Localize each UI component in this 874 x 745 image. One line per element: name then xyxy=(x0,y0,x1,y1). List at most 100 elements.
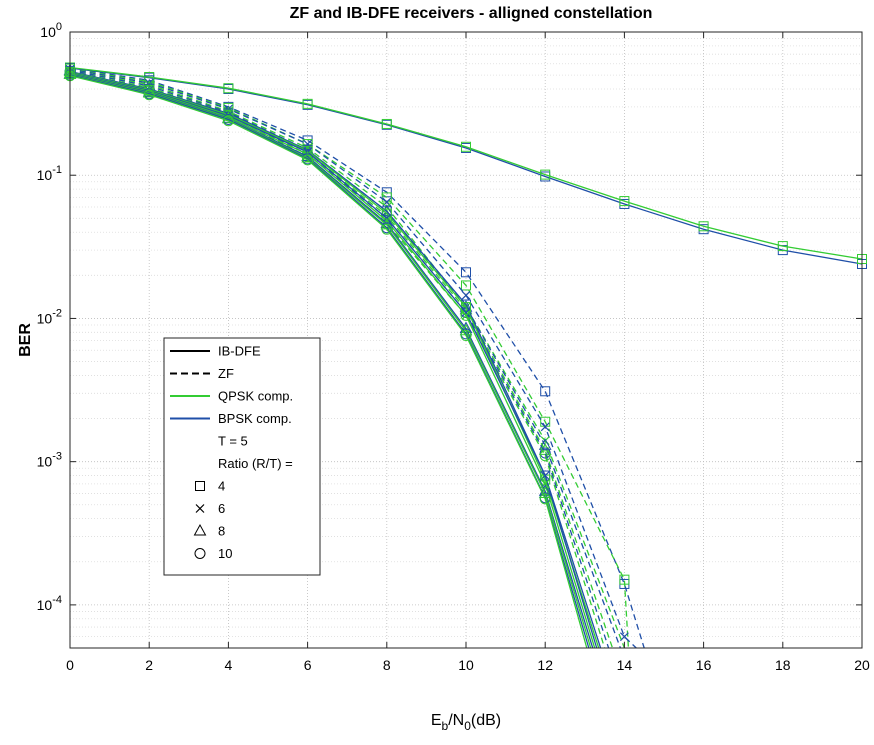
series-point xyxy=(461,310,471,320)
series-point xyxy=(461,267,471,278)
series-point xyxy=(142,85,156,98)
legend-item: 8 xyxy=(193,523,225,539)
legend-label: 4 xyxy=(218,479,225,494)
legend-item: ZF xyxy=(170,366,234,381)
series-point xyxy=(698,221,709,232)
x-axis-label-mid: /N xyxy=(448,712,464,729)
x-axis-label-tail: (dB) xyxy=(471,712,501,729)
y-tick-label: 100 xyxy=(40,21,62,40)
x-axis-label-base: E xyxy=(431,712,442,729)
series-point xyxy=(222,115,234,127)
series-point xyxy=(540,422,550,432)
series-point xyxy=(461,290,471,300)
series-line xyxy=(69,70,614,649)
series-point xyxy=(381,223,393,235)
series-point xyxy=(461,308,471,317)
series-6 xyxy=(63,63,622,649)
x-axis-label: Eb/N0(dB) xyxy=(431,712,501,733)
legend-label: QPSK comp. xyxy=(218,389,293,404)
series-line xyxy=(69,69,626,649)
series-point xyxy=(619,632,629,642)
y-tick-label: 10-4 xyxy=(37,594,62,613)
series-point xyxy=(302,154,314,166)
legend-item: IB-DFE xyxy=(170,344,261,359)
series-point xyxy=(619,574,630,585)
series-4 xyxy=(65,64,637,649)
series-line xyxy=(69,68,637,649)
x-tick-labels: 0 2 4 6 8 10 12 14 16 18 20 xyxy=(66,657,870,673)
legend-item: 10 xyxy=(194,546,232,561)
series-point xyxy=(460,330,472,342)
x-tick-label: 8 xyxy=(383,657,391,673)
legend-marker-square xyxy=(195,481,205,491)
series-point xyxy=(539,493,551,505)
series-12 xyxy=(65,68,598,649)
series-point xyxy=(461,141,471,152)
y-tick-labels: 100 10-1 10-2 10-3 10-4 xyxy=(37,21,62,613)
series-point xyxy=(461,280,471,291)
legend-item: T = 5 xyxy=(218,434,248,449)
legend-label: T = 5 xyxy=(218,434,248,449)
series-2 xyxy=(65,63,645,649)
x-tick-label: 18 xyxy=(775,657,791,673)
series-7 xyxy=(63,64,614,649)
axis-ticks xyxy=(69,31,863,648)
legend: IB-DFE ZF QPSK comp. BPSK comp. T = 5 Ratio (… xyxy=(163,337,321,576)
legend-item: Ratio (R/T) = xyxy=(218,456,293,471)
series-line xyxy=(69,72,598,649)
x-tick-label: 2 xyxy=(145,657,153,673)
legend-label: ZF xyxy=(218,366,234,381)
legend-label: BPSK comp. xyxy=(218,411,292,426)
chart-title: ZF and IB-DFE receivers - alligned const… xyxy=(290,5,653,22)
series-line xyxy=(69,70,610,649)
x-tick-label: 14 xyxy=(617,657,633,673)
series-point xyxy=(539,450,551,462)
series-line xyxy=(69,67,645,649)
series-group xyxy=(63,62,867,649)
series-point xyxy=(143,89,155,101)
legend-marker-circle xyxy=(194,548,206,559)
legend-label: 6 xyxy=(218,501,225,516)
series-5 xyxy=(65,65,626,649)
series-line xyxy=(69,67,630,649)
series-line xyxy=(69,67,863,265)
series-8 xyxy=(64,65,610,649)
series-3 xyxy=(65,63,630,649)
y-tick-label: 10-2 xyxy=(37,307,62,326)
y-tick-label: 10-1 xyxy=(37,164,62,183)
series-point xyxy=(223,83,234,94)
series-point xyxy=(381,118,392,129)
y-axis-label: BER xyxy=(17,323,34,357)
series-line xyxy=(69,72,596,649)
legend-marker-triangle xyxy=(193,523,207,536)
series-point xyxy=(540,386,551,397)
series-11 xyxy=(65,67,600,649)
x-tick-label: 12 xyxy=(537,657,553,673)
legend-label: 10 xyxy=(218,546,232,561)
x-tick-label: 6 xyxy=(304,657,312,673)
series-line xyxy=(69,69,622,649)
series-point xyxy=(222,111,235,124)
series-point xyxy=(539,447,551,459)
legend-label: Ratio (R/T) = xyxy=(218,456,293,471)
x-tick-label: 16 xyxy=(696,657,712,673)
series-point xyxy=(777,241,788,252)
x-axis-label-sub2: 0 xyxy=(464,719,471,733)
series-13 xyxy=(65,68,596,649)
x-tick-label: 10 xyxy=(458,657,474,673)
series-line xyxy=(69,75,588,649)
legend-label: 8 xyxy=(218,524,225,539)
series-point xyxy=(540,169,551,180)
series-line xyxy=(69,73,592,649)
legend-item: BPSK comp. xyxy=(170,411,292,426)
series-0 xyxy=(65,63,867,269)
series-line xyxy=(69,73,594,649)
legend-item: 6 xyxy=(195,501,225,516)
series-line xyxy=(69,66,863,260)
y-tick-label: 10-3 xyxy=(37,451,62,470)
legend-item: 4 xyxy=(195,479,225,494)
series-10 xyxy=(65,66,602,649)
x-tick-label: 4 xyxy=(225,657,233,673)
legend-box xyxy=(163,337,321,576)
